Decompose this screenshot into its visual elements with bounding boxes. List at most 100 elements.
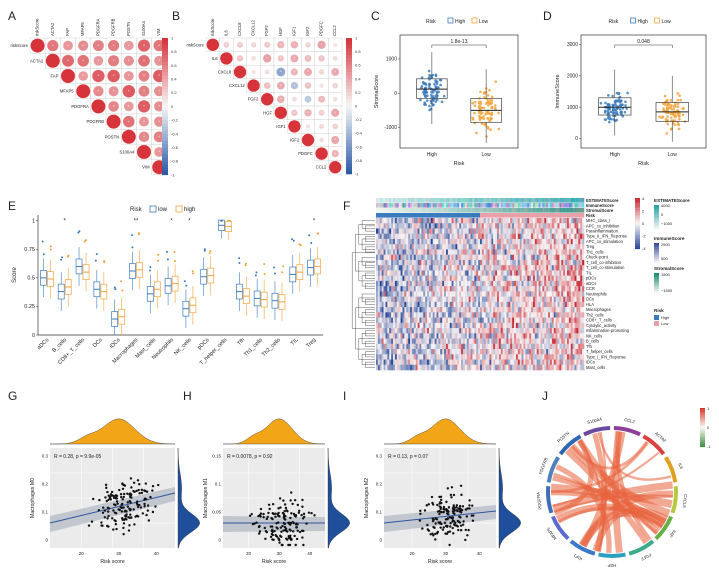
heatmap-cell bbox=[427, 307, 429, 313]
heatmap-cell bbox=[580, 239, 582, 245]
annotation-cell bbox=[563, 213, 565, 218]
annotation-cell bbox=[535, 198, 537, 203]
heatmap-cell bbox=[508, 281, 510, 287]
heatmap-cell bbox=[380, 333, 382, 339]
heatmap-cell bbox=[493, 360, 495, 366]
annotation-cell bbox=[576, 203, 578, 208]
heatmap-cell bbox=[406, 270, 408, 276]
heatmap-cell bbox=[448, 349, 450, 355]
heatmap-cell bbox=[520, 218, 522, 224]
annotation-cell bbox=[580, 208, 582, 213]
heatmap-cell bbox=[437, 318, 439, 324]
heatmap-cell bbox=[561, 349, 563, 355]
annotation-cell bbox=[571, 198, 573, 203]
heatmap-cell bbox=[416, 234, 418, 240]
heatmap-cell bbox=[471, 333, 473, 339]
heatmap-cell bbox=[395, 218, 397, 224]
heatmap-cell bbox=[533, 281, 535, 287]
heatmap-cell bbox=[486, 297, 488, 303]
heatmap-cell bbox=[438, 360, 440, 366]
heatmap-cell bbox=[437, 286, 439, 292]
corr-colorbar-step bbox=[162, 165, 168, 169]
heatmap-cell bbox=[569, 328, 571, 334]
legend-immune-step bbox=[654, 247, 659, 249]
data-point bbox=[102, 506, 104, 508]
annotation-cell bbox=[471, 198, 473, 203]
heatmap-cell bbox=[455, 312, 457, 318]
heatmap-cell bbox=[499, 291, 501, 297]
annotation-cell bbox=[486, 198, 488, 203]
heatmap-cell bbox=[465, 249, 467, 255]
heatmap-cell bbox=[393, 291, 395, 297]
heatmap-cell bbox=[550, 323, 552, 329]
heatmap-cell bbox=[484, 354, 486, 360]
heatmap-cell bbox=[442, 323, 444, 329]
heatmap-cell bbox=[376, 281, 378, 287]
heatmap-cell bbox=[457, 333, 459, 339]
heatmap-cell bbox=[554, 276, 556, 282]
heatmap-cell bbox=[505, 302, 507, 308]
annotation-cell bbox=[440, 203, 442, 208]
heatmap-cell bbox=[556, 265, 558, 271]
heatmap-cell bbox=[378, 218, 380, 224]
heatmap-cell bbox=[535, 260, 537, 266]
data-point bbox=[127, 505, 129, 507]
heatmap-cell bbox=[448, 281, 450, 287]
annotation-cell bbox=[571, 203, 573, 208]
heatmap-cell bbox=[382, 260, 384, 266]
heatmap-cell bbox=[467, 365, 469, 371]
heatmap-cell bbox=[448, 328, 450, 334]
heatmap-cell bbox=[416, 360, 418, 366]
heatmap-cell bbox=[537, 339, 539, 345]
heatmap-cell bbox=[442, 339, 444, 345]
heatmap-cell bbox=[544, 302, 546, 308]
heatmap-cell bbox=[442, 333, 444, 339]
annotation-cell bbox=[402, 208, 404, 213]
heatmap-cell bbox=[395, 360, 397, 366]
heatmap-cell bbox=[408, 249, 410, 255]
heatmap-cell bbox=[380, 228, 382, 234]
heatmap-cell bbox=[531, 297, 533, 303]
heatmap-cell bbox=[567, 239, 569, 245]
data-point bbox=[489, 113, 492, 116]
heatmap-cell bbox=[506, 360, 508, 366]
heatmap-cell bbox=[399, 328, 401, 334]
heatmap-cell bbox=[561, 323, 563, 329]
heatmap-cell bbox=[544, 244, 546, 250]
heatmap-cell bbox=[514, 228, 516, 234]
data-point bbox=[293, 535, 295, 537]
heatmap-cell bbox=[480, 312, 482, 318]
heatmap-cell bbox=[552, 360, 554, 366]
heatmap-cell bbox=[582, 318, 584, 324]
heatmap-cell bbox=[552, 318, 554, 324]
heatmap-cell bbox=[522, 281, 524, 287]
outlier-point bbox=[131, 246, 133, 248]
annotation-cell bbox=[520, 203, 522, 208]
legend-title: Risk bbox=[609, 19, 619, 25]
heatmap-cell bbox=[518, 228, 520, 234]
heatmap-cell bbox=[554, 333, 556, 339]
heatmap-cell bbox=[559, 339, 561, 345]
heatmap-cell bbox=[469, 354, 471, 360]
heatmap-cell bbox=[503, 344, 505, 350]
annotation-cell bbox=[567, 213, 569, 218]
annotation-cell bbox=[397, 213, 399, 218]
annotation-cell bbox=[455, 198, 457, 203]
data-point bbox=[607, 114, 610, 117]
heatmap-cell bbox=[505, 265, 507, 271]
heatmap-cell bbox=[378, 244, 380, 250]
annotation-cell bbox=[382, 198, 384, 203]
heatmap-cell bbox=[578, 276, 580, 282]
data-point bbox=[674, 123, 677, 126]
heatmap-cell bbox=[491, 234, 493, 240]
heatmap-cell bbox=[404, 349, 406, 355]
heatmap-cell bbox=[387, 333, 389, 339]
heatmap-cell bbox=[491, 286, 493, 292]
heatmap-cell bbox=[520, 223, 522, 229]
heatmap-cell bbox=[457, 307, 459, 313]
heatmap-cell bbox=[452, 302, 454, 308]
heatmap-cell bbox=[582, 312, 584, 318]
heatmap-cell bbox=[384, 312, 386, 318]
heatmap-cell bbox=[416, 349, 418, 355]
heatmap-cell bbox=[472, 349, 474, 355]
